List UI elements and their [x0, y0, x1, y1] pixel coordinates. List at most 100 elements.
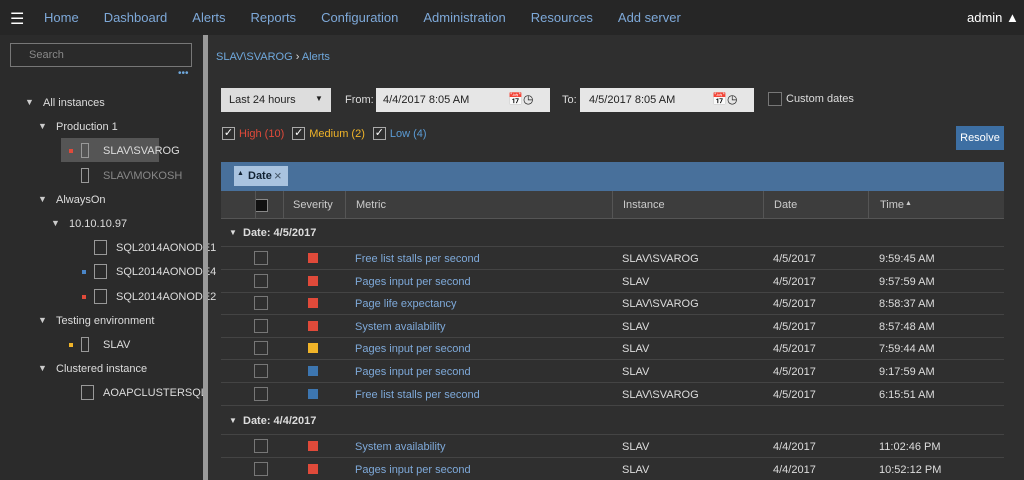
nav-item[interactable]: Configuration — [321, 10, 399, 25]
metric-link[interactable]: Pages input per second — [355, 275, 471, 288]
tree-toggle: ▼ — [38, 121, 47, 132]
tree-toggle: ▼ — [38, 314, 47, 325]
table-row — [221, 270, 1004, 293]
tree-label[interactable]: Production 1 — [56, 121, 118, 134]
metric-link[interactable]: System availability — [355, 441, 446, 454]
severity-checkbox[interactable]: ✓ — [222, 127, 235, 140]
range-dropdown[interactable]: Last 24 hours ▼ — [221, 88, 331, 112]
tree-label[interactable]: SQL2014AONODE1 — [116, 242, 217, 255]
row-checkbox[interactable] — [254, 439, 268, 454]
nav-item[interactable]: Resources — [530, 10, 593, 25]
tree-label[interactable]: AlwaysOn — [56, 193, 106, 206]
column-header[interactable]: Severity — [293, 199, 333, 211]
tree-label[interactable]: SLAV\MOKOSH — [103, 169, 183, 182]
nav-item[interactable]: Add server — [617, 10, 681, 25]
column-header[interactable]: Metric — [356, 199, 386, 211]
group-row — [221, 219, 1004, 247]
severity-icon — [308, 320, 318, 331]
table-row — [221, 315, 1004, 338]
group-toggle: ▼ — [229, 416, 237, 426]
tree-label[interactable]: SLAV\SVAROG — [103, 145, 180, 158]
row-checkbox[interactable] — [254, 251, 268, 265]
column-divider — [345, 191, 346, 218]
breadcrumb-instance[interactable]: SLAV\SVAROG — [216, 51, 293, 63]
group-toggle: ▼ — [229, 228, 237, 237]
severity-checkbox[interactable]: ✓ — [292, 127, 306, 140]
metric-link[interactable]: Pages input per second — [355, 366, 471, 378]
metric-link[interactable]: Pages input per second — [355, 463, 471, 476]
severity-filter[interactable]: ✓ Medium (2) — [292, 127, 365, 140]
row-checkbox[interactable] — [254, 341, 268, 356]
tree-label[interactable]: AOAPCLUSTERSQL — [103, 387, 207, 400]
table-cell: 4/4/2017 — [773, 441, 816, 454]
group-label[interactable]: Date: 4/5/2017 — [243, 227, 317, 239]
group-chip[interactable]: ▲ Date × — [234, 166, 288, 186]
status-dot — [82, 270, 86, 275]
main: SLAV\SVAROG › Alerts Last 24 hours ▼ From… — [208, 35, 1024, 480]
group-label[interactable]: Date: 4/4/2017 — [243, 415, 317, 428]
nav-item[interactable]: Dashboard — [103, 10, 168, 25]
splitter[interactable] — [203, 35, 208, 480]
row-checkbox[interactable] — [254, 364, 268, 378]
severity-filter[interactable]: ✓ Low (4) — [372, 127, 427, 140]
from-label: From: — [345, 94, 374, 106]
severity-checkbox[interactable]: ✓ — [372, 127, 386, 140]
severity-icon — [308, 366, 318, 376]
resolve-button[interactable]: Resolve — [956, 126, 1004, 150]
nav-item[interactable]: Administration — [423, 10, 506, 25]
more-icon[interactable]: ••• — [178, 68, 189, 79]
custom-checkbox[interactable] — [768, 92, 782, 106]
from-input[interactable]: 4/4/2017 8:05 AM 📅◷ — [376, 88, 550, 112]
row-checkbox[interactable] — [254, 273, 268, 288]
metric-link[interactable]: Page life expectancy — [355, 298, 457, 311]
top-nav: ☰ Home Dashboard Alerts Reports Configuratio… — [0, 0, 1024, 35]
select-all[interactable] — [255, 199, 268, 212]
table-cell: 6:15:51 AM — [879, 388, 935, 401]
metric-link[interactable]: Pages input per second — [355, 343, 471, 356]
tree-label[interactable]: SQL2014AONODE2 — [116, 290, 217, 303]
row-checkbox[interactable] — [254, 318, 268, 333]
table-cell: 9:57:59 AM — [879, 275, 935, 288]
table-cell: SLAV — [622, 343, 650, 356]
menu-icon[interactable]: ☰ — [10, 11, 25, 28]
column-header[interactable]: Date — [774, 199, 798, 211]
nav-item[interactable]: Alerts — [192, 10, 226, 25]
metric-link[interactable]: Free list stalls per second — [355, 253, 480, 265]
row-checkbox[interactable] — [254, 461, 268, 476]
column-header[interactable]: Time — [880, 199, 905, 211]
tree-label[interactable]: Testing environment — [56, 314, 155, 327]
severity-filter[interactable]: ✓ High (10) — [222, 127, 284, 140]
table-cell: 4/4/2017 — [773, 463, 816, 476]
nav-item[interactable]: Home — [44, 10, 79, 25]
tree-label[interactable]: SQL2014AONODE4 — [116, 266, 217, 279]
nav-item[interactable]: Reports — [250, 10, 297, 25]
user-menu[interactable]: admin ▲ — [967, 10, 1019, 25]
table-cell: 7:59:44 AM — [879, 343, 935, 356]
table-row — [221, 435, 1004, 459]
table-cell: 8:58:37 AM — [879, 298, 935, 311]
nav-items: Home Dashboard Alerts Reports Configuration A… — [44, 10, 681, 25]
group-panel: ▲ Date × — [221, 162, 1004, 191]
to-input[interactable]: 4/5/2017 8:05 AM 📅◷ — [580, 88, 754, 112]
metric-link[interactable]: Free list stalls per second — [355, 388, 480, 401]
metric-link[interactable]: System availability — [355, 320, 446, 333]
severity-icon — [308, 253, 318, 263]
tree-label[interactable]: All instances — [43, 97, 105, 109]
custom-label: Custom dates — [786, 93, 854, 105]
search-box[interactable]: Search — [10, 43, 192, 67]
status-dot — [69, 343, 73, 347]
breadcrumb: SLAV\SVAROG › Alerts — [216, 51, 330, 63]
row-checkbox[interactable] — [254, 296, 268, 311]
column-header[interactable]: Instance — [623, 199, 665, 211]
sidebar: Search ••• ▼ All instances ▼ Production 1 SL… — [0, 35, 216, 480]
user-name[interactable]: admin — [967, 10, 1003, 25]
table-cell: SLAV\SVAROG — [622, 388, 699, 401]
tree-label[interactable]: SLAV — [103, 339, 131, 351]
tree-label[interactable]: Clustered instance — [56, 363, 148, 376]
column-divider — [283, 191, 284, 218]
tree-label[interactable]: 10.10.10.97 — [69, 218, 128, 230]
row-checkbox[interactable] — [254, 386, 268, 401]
table-cell: 10:52:12 PM — [879, 463, 942, 476]
table-cell: 4/5/2017 — [773, 366, 816, 378]
from-value: 4/4/2017 8:05 AM — [383, 94, 470, 106]
